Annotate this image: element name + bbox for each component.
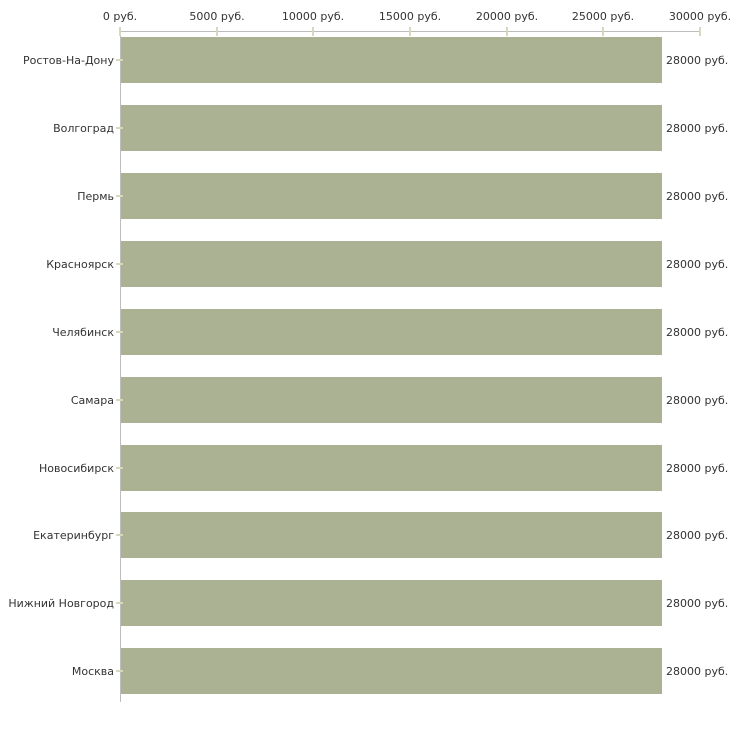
value-label: 28000 руб. [666,461,729,475]
value-label: 28000 руб. [666,325,729,339]
x-axis-tick-label: 15000 руб. [378,10,442,23]
bar [121,580,662,626]
bar [121,173,662,219]
category-tick [116,534,123,536]
value-label: 28000 руб. [666,257,729,271]
category-tick [116,602,123,604]
x-axis-tick-label: 5000 руб. [189,10,245,23]
category-label: Екатеринбург [33,528,114,542]
value-label: 28000 руб. [666,596,729,610]
x-axis-tick [119,27,121,36]
category-tick [116,399,123,401]
category-label: Самара [70,393,114,407]
value-label: 28000 руб. [666,53,729,67]
x-axis-tick-label: 20000 руб. [475,10,539,23]
x-axis-tick-label: 10000 руб. [281,10,345,23]
category-label: Москва [71,664,114,678]
x-axis-tick [312,27,314,36]
category-tick [116,59,123,61]
x-axis-tick-label: 25000 руб. [571,10,635,23]
x-axis-tick [506,27,508,36]
category-label: Пермь [77,189,114,203]
value-label: 28000 руб. [666,393,729,407]
category-label: Волгоград [53,121,114,135]
bar [121,37,662,83]
bar [121,648,662,694]
category-label: Красноярск [46,257,114,271]
x-axis-tick-label: 0 руб. [102,10,138,23]
category-label: Ростов-На-Дону [22,53,114,67]
bar [121,309,662,355]
category-tick [116,127,123,129]
category-tick [116,263,123,265]
category-label: Нижний Новгород [8,596,114,610]
y-axis-line [120,31,121,702]
x-axis-tick [602,27,604,36]
x-axis-tick [409,27,411,36]
category-label: Новосибирск [38,461,114,475]
category-tick [116,467,123,469]
category-label: Челябинск [52,325,114,339]
value-label: 28000 руб. [666,189,729,203]
bar [121,445,662,491]
category-tick [116,331,123,333]
x-axis-tick [699,27,701,36]
bar [121,512,662,558]
value-label: 28000 руб. [666,664,729,678]
x-axis-tick [216,27,218,36]
bar [121,105,662,151]
bar [121,241,662,287]
category-tick [116,670,123,672]
x-axis-tick-label: 30000 руб. [668,10,730,23]
value-label: 28000 руб. [666,528,729,542]
category-tick [116,195,123,197]
bar [121,377,662,423]
value-label: 28000 руб. [666,121,729,135]
